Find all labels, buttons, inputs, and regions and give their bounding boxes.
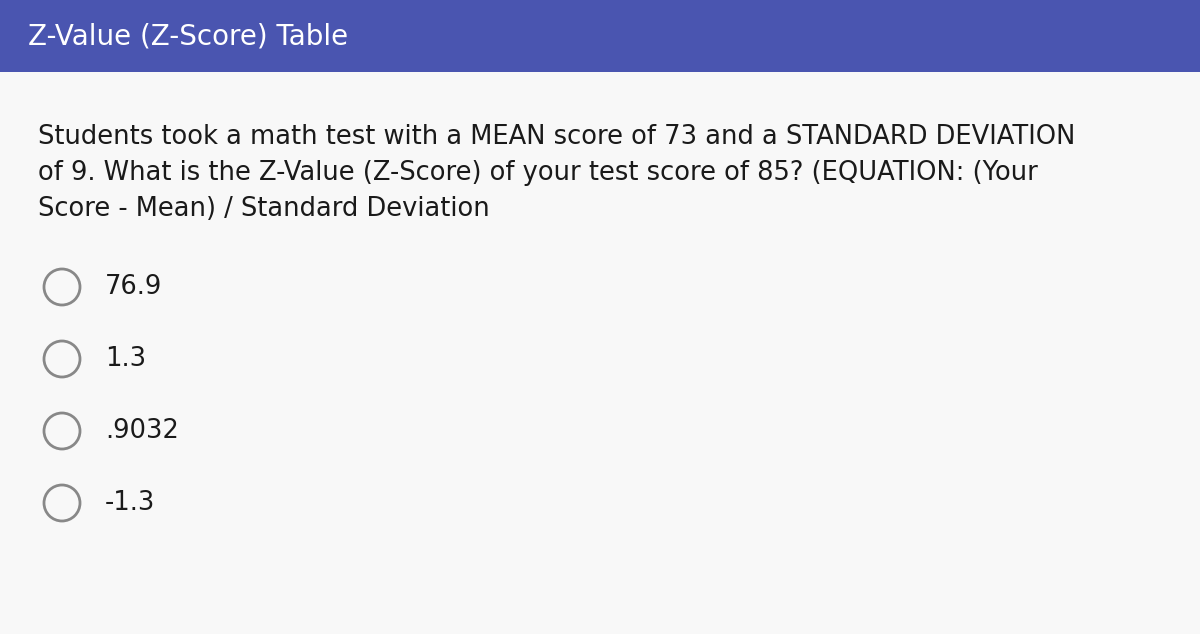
Text: 1.3: 1.3 (106, 346, 146, 372)
Text: Z-Value (Z-Score) Table: Z-Value (Z-Score) Table (28, 22, 348, 50)
Text: 76.9: 76.9 (106, 274, 162, 300)
Text: Students took a math test with a MEAN score of 73 and a STANDARD DEVIATION: Students took a math test with a MEAN sc… (38, 124, 1075, 150)
Text: Score - Mean) / Standard Deviation: Score - Mean) / Standard Deviation (38, 196, 490, 222)
Text: of 9. What is the Z-Value (Z-Score) of your test score of 85? (EQUATION: (Your: of 9. What is the Z-Value (Z-Score) of y… (38, 160, 1038, 186)
Text: -1.3: -1.3 (106, 490, 155, 516)
Bar (0, 0, 1200, 72)
Text: .9032: .9032 (106, 418, 179, 444)
